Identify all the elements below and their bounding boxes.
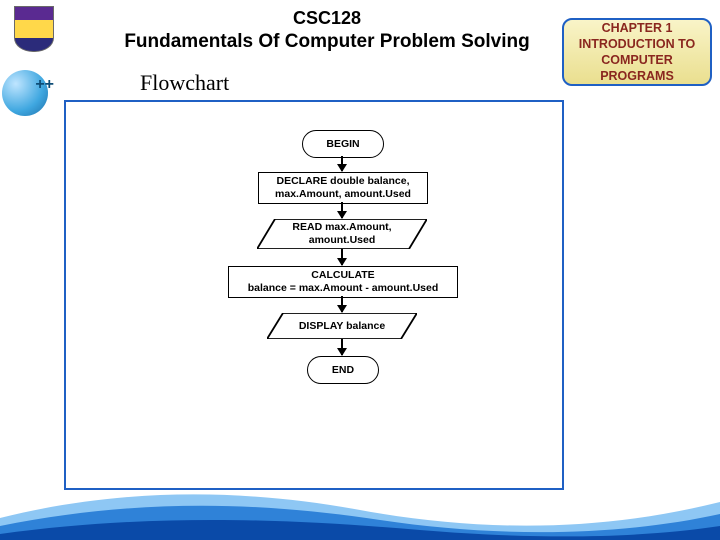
flow-node-declare: DECLARE double balance,max.Amount, amoun… — [258, 172, 428, 204]
flowchart: BEGIN DECLARE double balance,max.Amount, … — [64, 120, 560, 480]
flow-node-read: READ max.Amount,amount.Used — [257, 219, 427, 249]
section-title: Flowchart — [140, 70, 229, 96]
flow-node-begin: BEGIN — [302, 130, 384, 158]
flow-node-calc: CALCULATEbalance = max.Amount - amount.U… — [228, 266, 458, 298]
course-code: CSC128 — [94, 8, 560, 29]
chapter-box: CHAPTER 1 INTRODUCTION TO COMPUTER PROGR… — [562, 18, 712, 86]
flow-edge-declare-read — [341, 202, 343, 218]
wave-decoration-icon — [0, 480, 720, 540]
uitm-logo — [14, 6, 54, 58]
flow-node-display: DISPLAY balance — [267, 313, 417, 339]
flow-node-label-display: DISPLAY balance — [267, 313, 417, 339]
cpp-badge-icon — [2, 70, 62, 120]
title-block: CSC128 Fundamentals Of Computer Problem … — [94, 8, 560, 53]
flow-node-end: END — [307, 356, 379, 384]
flow-edge-begin-declare — [341, 156, 343, 171]
flow-edge-read-calc — [341, 249, 343, 265]
flow-edge-calc-display — [341, 296, 343, 312]
flow-edge-display-end — [341, 339, 343, 355]
flow-node-label-read: READ max.Amount,amount.Used — [257, 219, 427, 249]
course-title: Fundamentals Of Computer Problem Solving — [94, 31, 560, 53]
chapter-line3: COMPUTER PROGRAMS — [564, 52, 710, 85]
chapter-line1: CHAPTER 1 — [564, 20, 710, 36]
chapter-line2: INTRODUCTION TO — [564, 36, 710, 52]
